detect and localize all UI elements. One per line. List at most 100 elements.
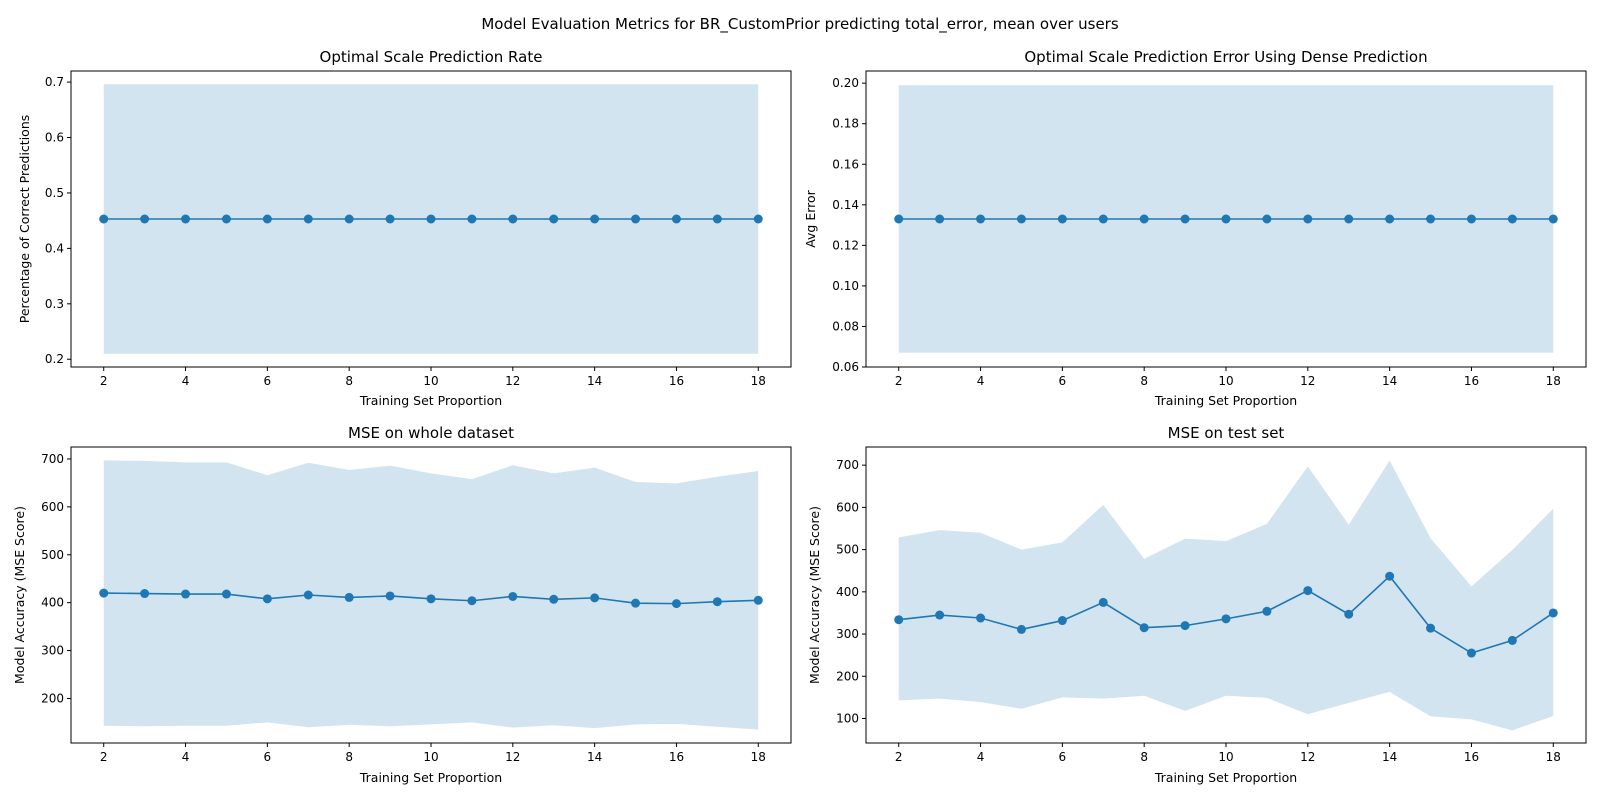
data-point [385,214,395,224]
y-tick-label: 400 [41,596,64,610]
data-point [976,214,986,224]
data-point [1548,608,1558,618]
x-tick-label: 10 [1218,374,1233,388]
y-tick-label: 0.18 [832,117,859,131]
subplot-title: MSE on whole dataset [348,424,514,442]
data-point [262,214,272,224]
y-tick-label: 600 [836,500,859,514]
y-tick-label: 200 [41,691,64,705]
x-axis-label: Training Set Proportion [359,393,502,408]
data-point [549,214,559,224]
data-point [976,613,986,623]
data-point [1057,214,1067,224]
x-axis-label: Training Set Proportion [1154,770,1297,785]
data-point [935,214,945,224]
data-point [935,610,945,620]
x-tick-label: 6 [264,750,272,764]
figure-suptitle: Model Evaluation Metrics for BR_CustomPr… [481,15,1118,34]
data-point [671,214,681,224]
y-tick-label: 0.10 [832,279,859,293]
x-tick-label: 12 [1300,374,1315,388]
data-point [1385,571,1395,581]
y-tick-label: 0.06 [832,360,859,374]
data-point [1221,614,1231,624]
data-point [1548,214,1558,224]
y-tick-label: 100 [836,712,859,726]
data-point [467,596,477,606]
subplot-optimal-scale-rate: Optimal Scale Prediction Rate Training S… [17,48,792,408]
data-point [1180,214,1190,224]
x-tick-label: 2 [895,374,903,388]
x-tick-label: 12 [505,750,520,764]
data-point [1385,214,1395,224]
y-tick-label: 0.14 [832,198,859,212]
x-tick-label: 10 [423,374,438,388]
y-tick-label: 300 [41,644,64,658]
y-axis-label: Model Accuracy (MSE Score) [807,506,822,684]
y-tick-label: 0.16 [832,157,859,171]
y-tick-label: 200 [836,669,859,683]
y-tick-label: 500 [836,543,859,557]
y-axis-label: Percentage of Correct Predictions [17,115,32,324]
x-tick-label: 14 [1382,374,1397,388]
x-tick-label: 4 [977,374,985,388]
data-point [1262,214,1272,224]
x-tick-label: 16 [1464,374,1479,388]
x-tick-label: 8 [1140,750,1148,764]
data-point [1426,623,1436,633]
y-tick-label: 700 [836,458,859,472]
data-point [181,214,191,224]
y-tick-label: 0.20 [832,76,859,90]
y-tick-label: 500 [41,548,64,562]
data-point [753,214,763,224]
x-tick-label: 14 [587,750,602,764]
x-tick-label: 4 [977,750,985,764]
subplot-mse-whole-dataset: MSE on whole dataset Training Set Propor… [12,424,792,785]
x-tick-label: 12 [505,374,520,388]
data-point [426,214,436,224]
subplot-title: Optimal Scale Prediction Rate [320,48,543,66]
data-point [467,214,477,224]
data-point [303,590,313,600]
y-tick-label: 0.3 [45,297,64,311]
x-tick-label: 8 [1140,374,1148,388]
x-tick-label: 14 [1382,750,1397,764]
data-point [508,591,518,601]
x-tick-label: 10 [1218,750,1233,764]
x-tick-label: 18 [1546,750,1561,764]
data-point [221,214,231,224]
y-tick-label: 0.12 [832,238,859,252]
data-point [385,591,395,601]
y-axis-label: Model Accuracy (MSE Score) [12,506,27,684]
subplot-title: Optimal Scale Prediction Error Using Den… [1024,48,1427,66]
x-tick-label: 10 [423,750,438,764]
data-point [1221,214,1231,224]
y-tick-label: 0.5 [45,186,64,200]
data-point [1016,214,1026,224]
subplot-optimal-scale-error: Optimal Scale Prediction Error Using Den… [803,48,1587,408]
data-point [1466,214,1476,224]
data-point [1057,616,1067,626]
data-point [1507,214,1517,224]
x-tick-label: 8 [345,374,353,388]
data-point [549,594,559,604]
data-point [140,589,150,599]
data-point [99,588,109,598]
data-point [1303,586,1313,596]
data-point [1098,214,1108,224]
data-point [1466,648,1476,658]
x-tick-label: 14 [587,374,602,388]
x-tick-label: 18 [751,374,766,388]
y-tick-label: 0.2 [45,352,64,366]
data-point [590,214,600,224]
x-tick-label: 4 [182,750,190,764]
x-tick-label: 2 [100,374,108,388]
data-point [1139,623,1149,633]
y-tick-label: 400 [836,585,859,599]
data-point [262,594,272,604]
data-point [140,214,150,224]
data-point [590,593,600,603]
data-point [894,214,904,224]
y-tick-label: 300 [836,627,859,641]
